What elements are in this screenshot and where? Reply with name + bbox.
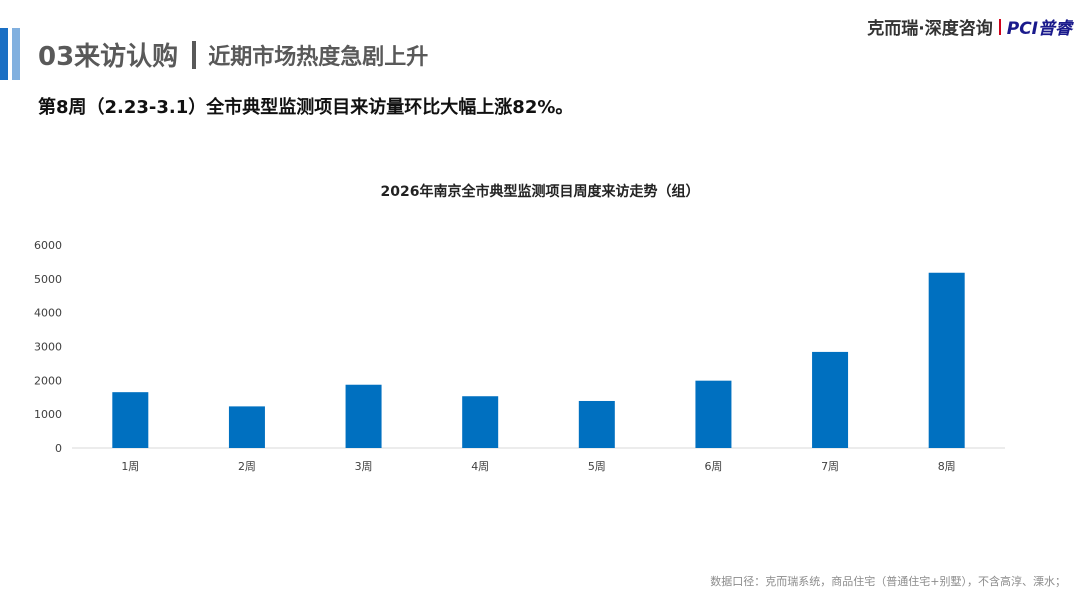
bar <box>578 400 615 448</box>
chart-title: 2026年南京全市典型监测项目周度来访走势（组） <box>380 184 700 200</box>
x-tick-label: 6周 <box>704 460 722 473</box>
x-tick-label: 3周 <box>355 460 373 473</box>
brand-divider <box>998 18 1001 35</box>
y-tick-label: 0 <box>55 442 62 455</box>
bar <box>228 406 265 448</box>
section-subtitle: 近期市场热度急剧上升 <box>208 44 429 70</box>
bar <box>112 392 149 448</box>
brand-text: 克而瑞·深度咨询 <box>867 19 993 39</box>
title-accent-bar <box>0 28 8 80</box>
slide-title: 03来访认购 近期市场热度急剧上升 <box>38 36 428 73</box>
y-tick-label: 4000 <box>34 307 62 320</box>
x-tick-label: 8周 <box>938 460 956 473</box>
y-tick-label: 5000 <box>34 273 62 286</box>
bar <box>462 396 499 448</box>
x-tick-label: 7周 <box>821 460 839 473</box>
x-tick-label: 1周 <box>121 460 139 473</box>
headline: 第8周（2.23-3.1）全市典型监测项目来访量环比大幅上涨82%。 <box>38 97 574 118</box>
x-tick-label: 5周 <box>588 460 606 473</box>
y-tick-label: 2000 <box>34 374 62 387</box>
x-tick-label: 2周 <box>238 460 256 473</box>
brand-logo: PCI普睿 <box>1006 19 1072 39</box>
bar <box>812 351 849 448</box>
y-tick-label: 6000 <box>34 239 62 252</box>
bar <box>928 272 965 448</box>
brand: 克而瑞·深度咨询 PCI普睿 <box>867 14 1072 39</box>
y-tick-label: 3000 <box>34 341 62 354</box>
title-separator <box>192 40 197 69</box>
y-tick-label: 1000 <box>34 408 62 421</box>
section-title: 03来访认购 <box>38 42 179 72</box>
footnote: 数据口径：克而瑞系统，商品住宅（普通住宅+别墅），不含高淳、溧水； <box>710 575 1066 588</box>
bar <box>345 384 382 448</box>
x-tick-label: 4周 <box>471 460 489 473</box>
title-accent-bar-secondary <box>12 28 20 80</box>
bar <box>695 380 732 448</box>
